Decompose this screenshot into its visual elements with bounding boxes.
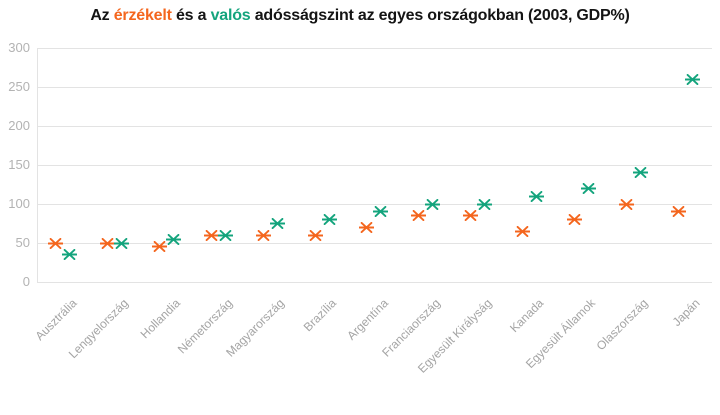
marker-real[interactable] [632,167,648,179]
marker-perceived[interactable] [151,241,167,253]
marker-perceived[interactable] [255,229,271,241]
marker-perceived[interactable] [307,229,323,241]
marker-real[interactable] [269,218,285,229]
title-prefix: Az [90,7,114,24]
marker-perceived[interactable] [670,206,686,218]
x-axis-label: Brazília [300,296,339,335]
marker-perceived[interactable] [515,225,531,237]
y-tick-label: 100 [8,196,30,211]
marker-real[interactable] [684,73,700,85]
marker-real[interactable] [581,182,596,194]
gridline [37,87,712,88]
gridline [37,282,712,283]
marker-perceived[interactable] [411,210,427,222]
gridline [37,165,712,166]
marker-real[interactable] [425,198,441,210]
marker-real[interactable] [477,198,493,210]
legend-perceived-label: érzékelt [113,7,172,24]
marker-perceived[interactable] [99,237,115,249]
gridline [37,48,712,49]
x-axis-label: Kanada [507,296,547,336]
x-axis-label: Olaszország [593,296,651,354]
y-tick-label: 50 [15,235,30,250]
title-middle: és a [171,7,211,24]
marker-perceived[interactable] [48,237,63,249]
gridline [37,204,712,205]
y-tick-label: 0 [22,274,30,289]
y-tick-label: 250 [8,79,30,94]
gridline [37,243,712,244]
y-tick-label: 200 [8,118,30,133]
legend-real-label: valós [210,7,251,24]
chart-title: Az érzékelt és a valós adósságszint az e… [0,7,720,25]
y-axis-line [37,48,38,282]
title-suffix: adósságszint az egyes országokban (2003,… [250,7,630,24]
x-axis-label: Argentína [344,296,391,343]
marker-perceived[interactable] [463,210,479,222]
marker-perceived[interactable] [618,198,634,210]
marker-real[interactable] [113,237,129,249]
y-tick-label: 150 [8,157,30,172]
y-tick-label: 300 [8,40,30,55]
marker-real[interactable] [373,206,389,218]
marker-real[interactable] [321,214,337,226]
marker-perceived[interactable] [567,214,582,226]
marker-real[interactable] [529,190,545,202]
x-axis-label: Hollandia [137,296,184,342]
marker-real[interactable] [62,249,77,261]
x-axis-label: Ausztrália [32,296,80,344]
gridline [37,126,712,127]
x-axis-label: Japán [669,296,703,330]
marker-perceived[interactable] [203,229,219,241]
marker-real[interactable] [217,229,233,241]
marker-perceived[interactable] [359,221,375,233]
marker-real[interactable] [165,233,181,245]
